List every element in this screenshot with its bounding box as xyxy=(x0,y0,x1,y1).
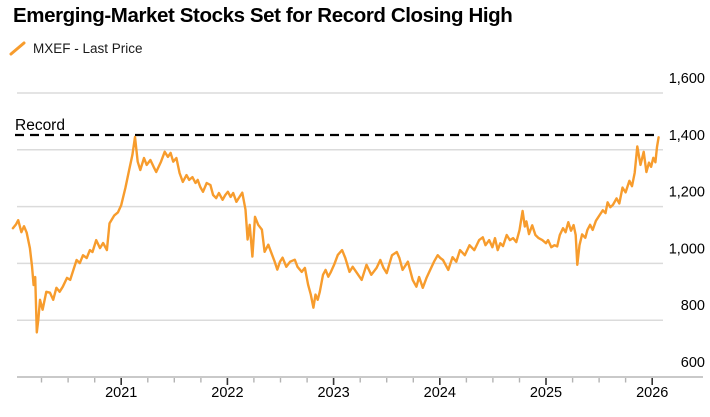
y-tick-label: 1,200 xyxy=(669,185,705,201)
x-tick-label: 2022 xyxy=(211,385,243,401)
chart-title: Emerging-Market Stocks Set for Record Cl… xyxy=(13,4,513,27)
y-tick-label: 1,000 xyxy=(669,241,705,257)
x-tick-label: 2025 xyxy=(530,385,562,401)
record-label: Record xyxy=(15,117,65,134)
series-line-mxef xyxy=(11,135,660,334)
y-tick-label: 1,400 xyxy=(669,128,705,144)
series-slash-icon xyxy=(9,41,26,56)
y-tick-label: 800 xyxy=(681,298,705,314)
legend-row: MXEF - Last Price xyxy=(9,41,143,56)
x-tick-label: 2026 xyxy=(636,385,668,401)
x-tick-label: 2023 xyxy=(317,385,349,401)
legend-label: MXEF - Last Price xyxy=(33,41,143,56)
y-tick-label: 600 xyxy=(681,355,705,371)
x-tick-label: 2021 xyxy=(105,385,137,401)
x-tick-label: 2024 xyxy=(424,385,456,401)
y-tick-label: 1,600 xyxy=(669,71,705,87)
